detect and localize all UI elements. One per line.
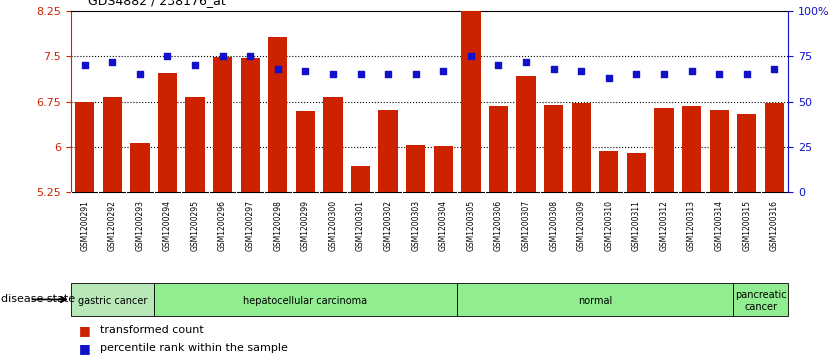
Bar: [213, 57, 232, 192]
Point: [547, 66, 560, 72]
Bar: [185, 97, 204, 192]
Text: gastric cancer: gastric cancer: [78, 296, 147, 306]
Point: [602, 75, 615, 81]
Point: [188, 62, 202, 68]
Bar: [682, 106, 701, 192]
Bar: [733, 283, 788, 316]
Text: hepatocellular carcinoma: hepatocellular carcinoma: [244, 296, 368, 306]
Point: [244, 53, 257, 59]
Bar: [296, 111, 315, 192]
Point: [354, 72, 367, 77]
Point: [520, 59, 533, 65]
Bar: [153, 283, 457, 316]
Bar: [240, 58, 260, 192]
Text: transformed count: transformed count: [100, 325, 203, 335]
Text: GDS4882 / 238176_at: GDS4882 / 238176_at: [88, 0, 225, 7]
Bar: [130, 143, 149, 192]
Bar: [627, 153, 646, 192]
Point: [492, 62, 505, 68]
Bar: [324, 97, 343, 192]
Bar: [461, 2, 480, 192]
Text: ■: ■: [79, 324, 91, 337]
Text: disease state: disease state: [1, 294, 75, 305]
Bar: [75, 102, 94, 192]
Bar: [158, 73, 177, 192]
Bar: [765, 103, 784, 192]
Point: [465, 53, 478, 59]
Text: normal: normal: [578, 296, 612, 306]
Point: [381, 72, 394, 77]
Point: [437, 68, 450, 74]
Bar: [489, 106, 508, 192]
Point: [271, 66, 284, 72]
Point: [740, 72, 753, 77]
Point: [106, 59, 119, 65]
Point: [767, 66, 781, 72]
Bar: [71, 283, 153, 316]
Point: [78, 62, 92, 68]
Point: [657, 72, 671, 77]
Bar: [544, 105, 563, 192]
Bar: [516, 76, 535, 192]
Point: [161, 53, 174, 59]
Point: [712, 72, 726, 77]
Bar: [737, 114, 756, 192]
Point: [575, 68, 588, 74]
Bar: [406, 145, 425, 192]
Bar: [571, 103, 590, 192]
Bar: [269, 37, 288, 192]
Point: [133, 72, 147, 77]
Point: [685, 68, 698, 74]
Bar: [457, 283, 733, 316]
Bar: [434, 146, 453, 192]
Point: [630, 72, 643, 77]
Bar: [351, 166, 370, 192]
Text: pancreatic
cancer: pancreatic cancer: [735, 290, 786, 312]
Bar: [103, 97, 122, 192]
Point: [326, 72, 339, 77]
Text: ■: ■: [79, 342, 91, 355]
Point: [409, 72, 422, 77]
Text: percentile rank within the sample: percentile rank within the sample: [100, 343, 288, 354]
Bar: [599, 151, 619, 192]
Bar: [655, 108, 674, 192]
Bar: [379, 110, 398, 192]
Bar: [710, 110, 729, 192]
Point: [216, 53, 229, 59]
Point: [299, 68, 312, 74]
